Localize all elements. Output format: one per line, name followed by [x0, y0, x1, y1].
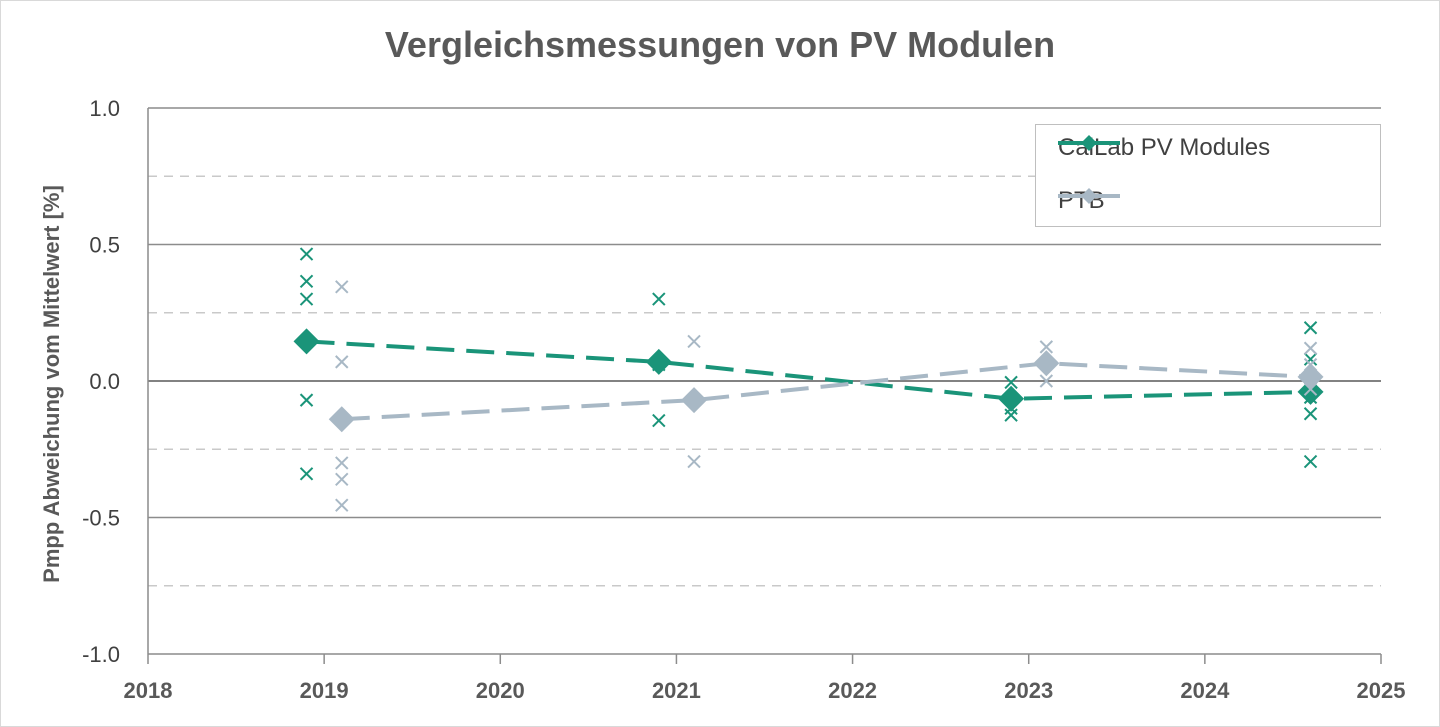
x-tick-label: 2021 [652, 678, 701, 703]
x-tick-label: 2020 [476, 678, 525, 703]
legend-swatch-callab [1058, 135, 1120, 151]
ptb-individual-point [1039, 340, 1054, 354]
legend-item-ptb: PTB [1058, 186, 1120, 216]
callab-series-line [306, 339, 1311, 401]
x-tick-label: 2022 [828, 678, 877, 703]
callab-individual-point [652, 292, 666, 306]
y-tick-label: 0.5 [89, 233, 120, 258]
ptb-individual-point [687, 454, 701, 469]
callab-mean-point [645, 348, 672, 375]
y-tick-label: -1.0 [82, 642, 120, 667]
ptb-series-line [341, 361, 1311, 422]
callab-individual-point [1303, 407, 1318, 421]
callab-individual-point [1303, 454, 1318, 469]
callab-individual-point [299, 274, 314, 289]
callab-mean-point [293, 328, 320, 355]
legend-swatch-ptb [1058, 188, 1120, 204]
ptb-individual-point [335, 498, 349, 512]
ptb-mean-point [1297, 363, 1324, 390]
ptb-individual-point [1303, 341, 1318, 355]
callab-mean-point [998, 385, 1025, 412]
x-tick-label: 2024 [1180, 678, 1230, 703]
callab-individual-point [299, 393, 314, 407]
x-tick-label: 2019 [300, 678, 349, 703]
callab-individual-point [299, 247, 314, 261]
x-tick-label: 2025 [1357, 678, 1406, 703]
ptb-individual-point [335, 456, 349, 470]
legend-item-callab: CalLab PV Modules [1058, 133, 1270, 163]
ptb-mean-point [681, 387, 708, 414]
ptb-individual-point [335, 355, 349, 369]
callab-individual-point [1004, 375, 1018, 390]
ptb-individual-point [1039, 374, 1054, 388]
ptb-mean-point [1033, 350, 1060, 377]
callab-individual-point [299, 467, 314, 481]
x-tick-label: 2018 [124, 678, 173, 703]
y-tick-label: 0.0 [89, 369, 120, 394]
callab-individual-point [299, 292, 314, 306]
y-tick-label: 1.0 [89, 96, 120, 121]
ptb-individual-point [687, 334, 701, 349]
legend-label-ptb: PTB [1058, 187, 1105, 214]
ptb-individual-point [335, 280, 349, 294]
chart-title: Vergleichsmessungen von PV Modulen [384, 24, 1056, 65]
callab-individual-point [1004, 408, 1018, 422]
legend-label-callab: CalLab PV Modules [1058, 134, 1271, 161]
callab-individual-point [1303, 352, 1318, 366]
callab-individual-point [652, 413, 666, 428]
legend: CalLab PV Modules PTB [1035, 124, 1381, 227]
ptb-mean-point [328, 406, 355, 433]
x-tick-label: 2023 [1004, 678, 1053, 703]
callab-individual-point [1303, 321, 1318, 335]
y-tick-label: -0.5 [82, 506, 120, 531]
ptb-individual-point [335, 472, 349, 486]
callab-mean-point [1297, 378, 1324, 405]
